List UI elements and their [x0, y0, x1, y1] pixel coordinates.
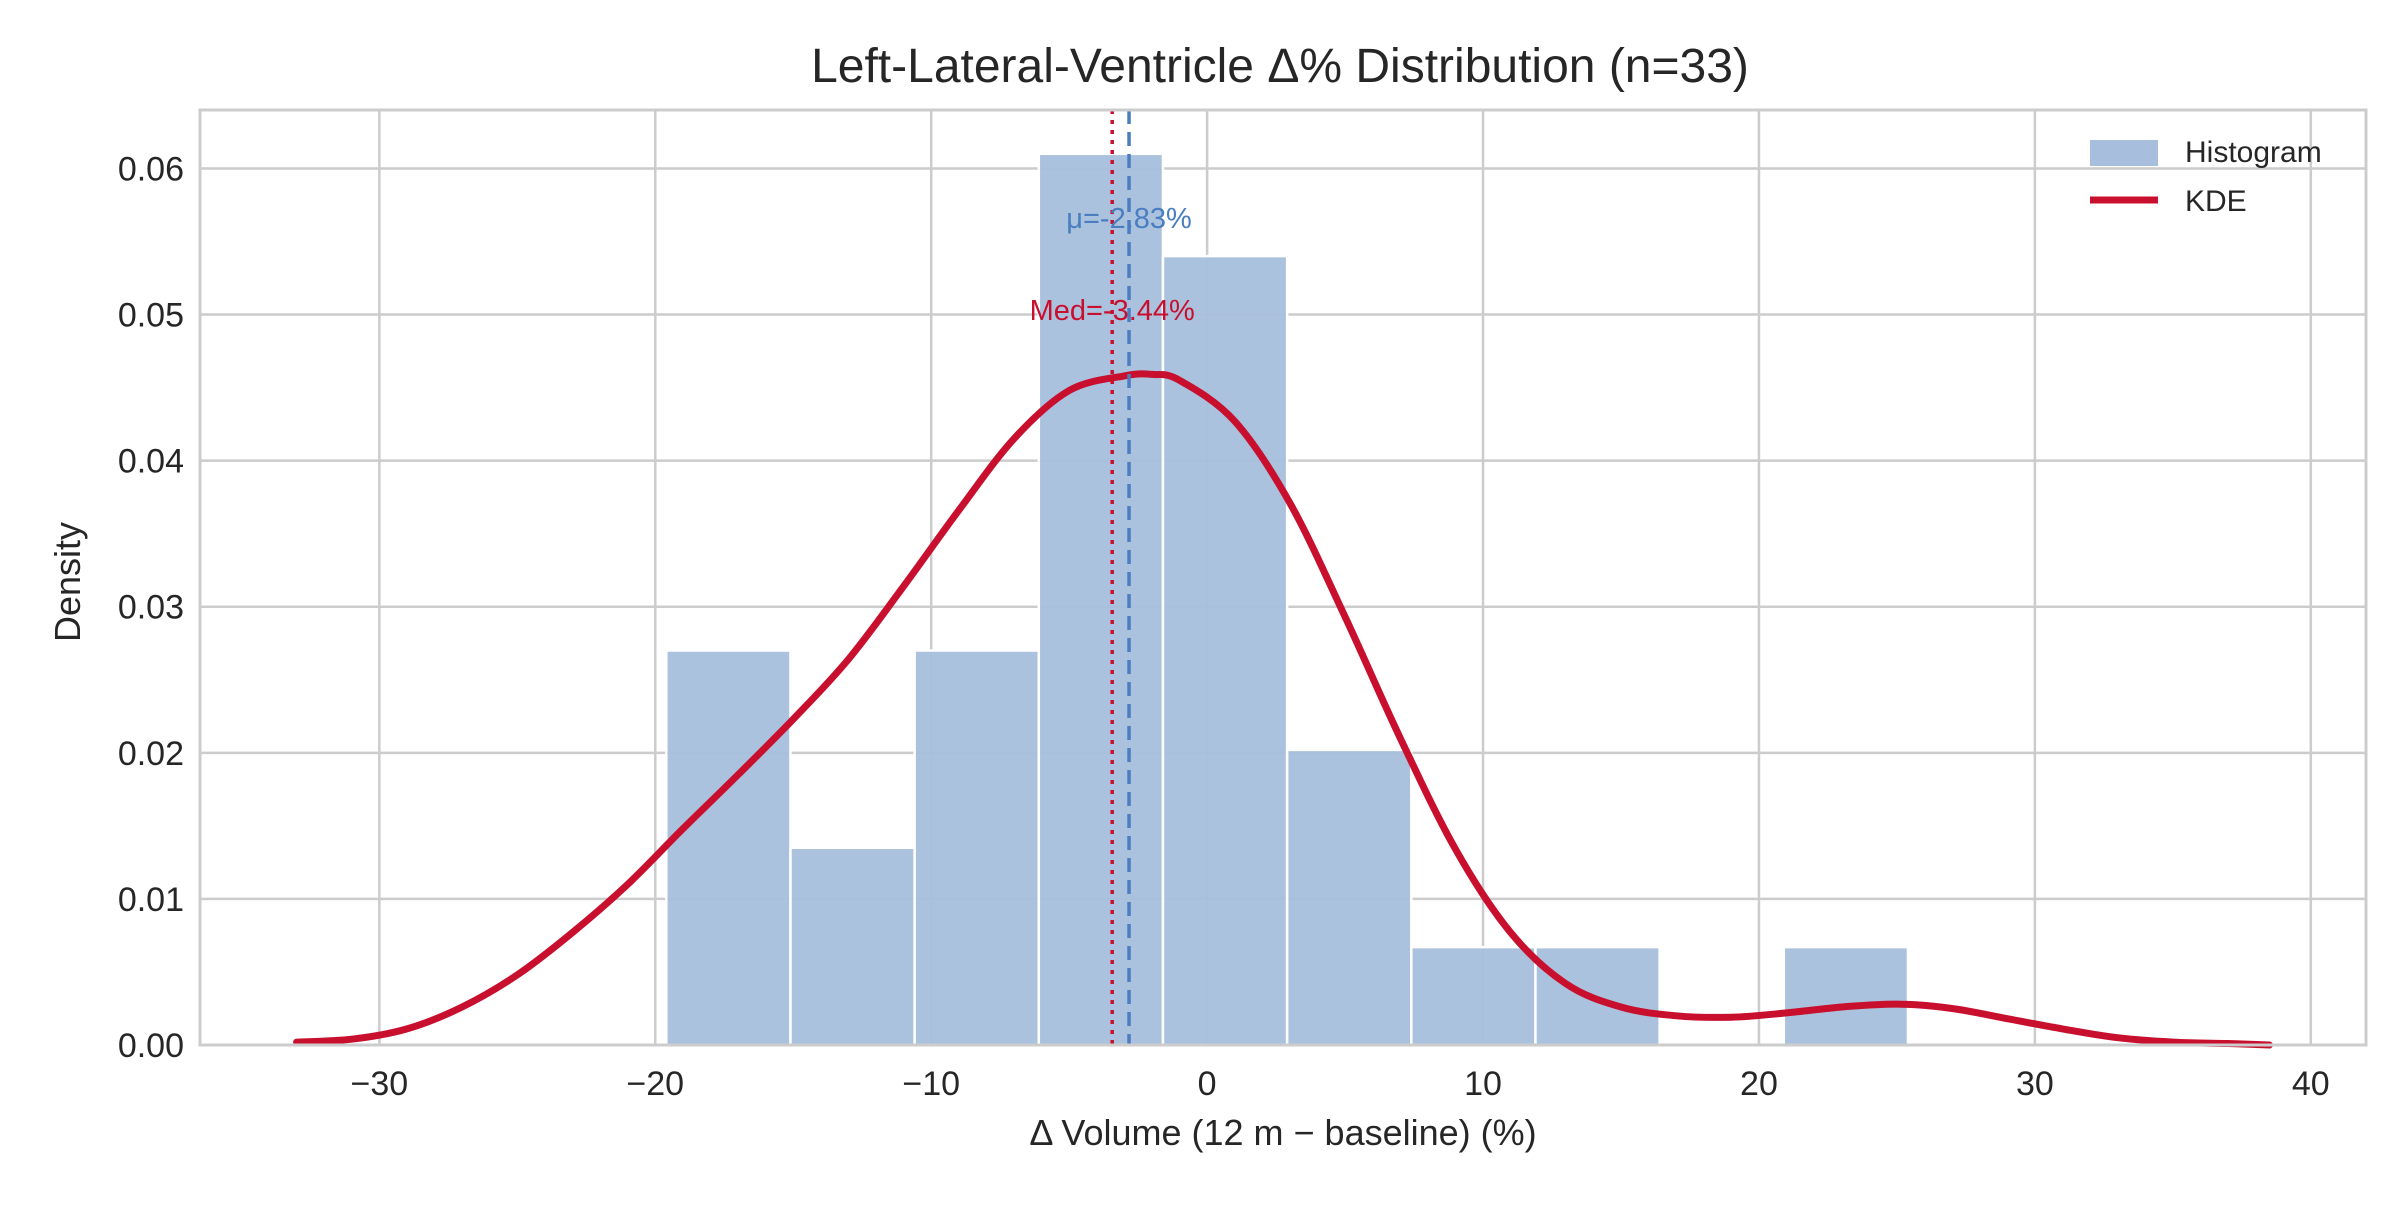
x-tick-label: 10 — [1464, 1065, 1502, 1103]
legend-kde-label: KDE — [2185, 185, 2247, 218]
histogram-bar — [1161, 254, 1289, 1047]
y-tick-label: 0.05 — [118, 297, 184, 335]
mean-annotation: μ=-2.83% — [1066, 203, 1192, 235]
x-tick-label: −10 — [902, 1065, 960, 1103]
histogram-bar — [789, 846, 916, 1047]
y-tick-label: 0.04 — [118, 443, 184, 481]
y-axis-label: Density — [47, 522, 88, 642]
legend-histogram-swatch — [2090, 140, 2158, 166]
y-tick-label: 0.06 — [118, 150, 184, 188]
legend-histogram-label: Histogram — [2185, 136, 2322, 169]
histogram-bar — [1782, 945, 1910, 1047]
plot-frame — [198, 108, 2368, 1047]
median-annotation: Med=-3.44% — [1030, 295, 1195, 327]
x-axis-label: Δ Volume (12 m − baseline) (%) — [1029, 1112, 1536, 1153]
y-tick-label: 0.00 — [118, 1027, 184, 1065]
x-tick-label: −20 — [626, 1065, 684, 1103]
histogram-bar — [913, 649, 1041, 1047]
x-tick-label: 0 — [1198, 1065, 1217, 1103]
y-tick-label: 0.01 — [118, 881, 184, 919]
y-tick-label: 0.03 — [118, 589, 184, 627]
x-tick-label: 30 — [2016, 1065, 2054, 1103]
histogram-bar — [665, 649, 792, 1047]
chart-title: Left-Lateral-Ventricle Δ% Distribution (… — [811, 40, 1749, 93]
histogram-bar — [1037, 152, 1165, 1047]
histogram-bar — [1285, 748, 1413, 1047]
y-tick-label: 0.02 — [118, 735, 184, 773]
x-tick-label: 40 — [2292, 1065, 2330, 1103]
histogram-bar — [1410, 945, 1537, 1047]
legend: Histogram KDE — [2090, 136, 2322, 218]
kde-curve — [293, 370, 2273, 1049]
x-tick-label: −30 — [351, 1065, 409, 1103]
x-tick-label: 20 — [1740, 1065, 1778, 1103]
